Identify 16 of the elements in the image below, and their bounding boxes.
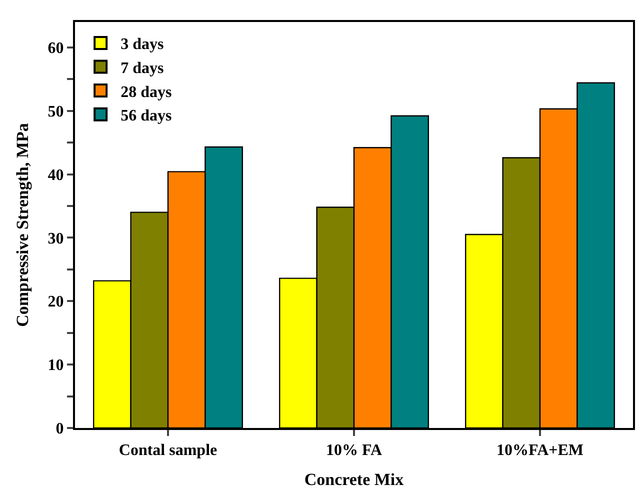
x-axis-title: Concrete Mix [304,470,404,490]
y-tick-label: 20 [48,294,64,311]
legend-label: 56 days [120,108,172,125]
legend-label: 3 days [120,36,164,54]
y-tick-label: 30 [48,230,64,248]
x-tick-label: 10% FA [326,442,383,460]
y-axis-title: Compressive Strength, MPa [12,122,32,327]
x-tick-label: 10%FA+EM [496,442,584,460]
y-tick-label: 0 [56,420,64,438]
legend-label: 28 days [120,84,172,101]
y-tick-label: 60 [48,40,64,57]
legend-label: 7 days [120,60,164,77]
x-tick-label: Contal sample [118,442,218,460]
y-tick-label: 40 [48,166,64,184]
y-tick-label: 50 [48,103,64,120]
y-tick-label: 10 [48,357,64,374]
